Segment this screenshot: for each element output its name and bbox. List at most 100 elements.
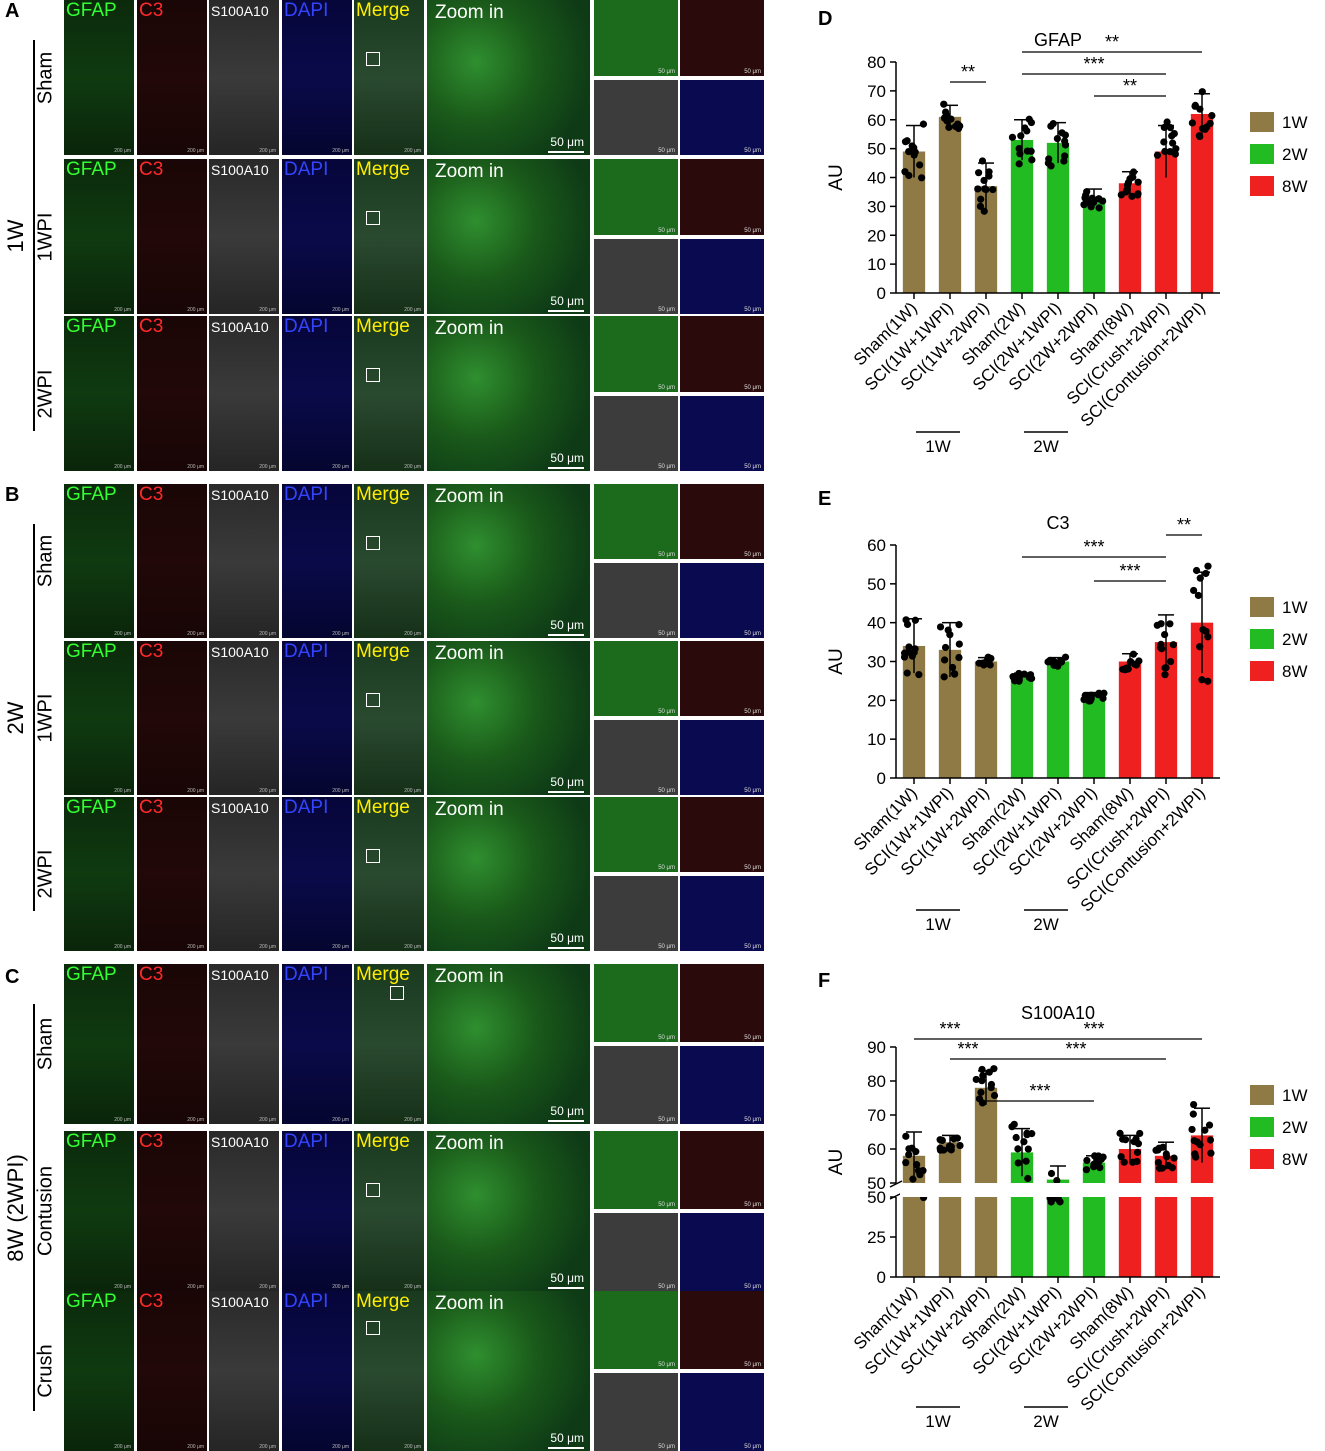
data-point [1020, 1138, 1028, 1146]
quad-scale-label: 50 μm [658, 307, 675, 313]
zoom-scale-label: 50 μm [550, 931, 584, 945]
data-point [1012, 1133, 1020, 1142]
y-tick-label: 20 [867, 691, 886, 710]
data-point [1136, 1129, 1144, 1138]
micrograph-merge: Merge 200 μm [354, 797, 424, 951]
channel-label-merge: Merge [356, 797, 410, 818]
data-point [1095, 1157, 1103, 1165]
scale-label: 200 μm [332, 944, 349, 950]
quad-scale-label: 50 μm [658, 464, 675, 470]
bar [1046, 661, 1070, 778]
scale-label: 200 μm [404, 1444, 421, 1450]
legend-swatch [1250, 176, 1274, 196]
roi-box [366, 368, 380, 382]
quad-scale-label: 50 μm [658, 709, 675, 715]
data-point [1020, 670, 1028, 678]
quad-scale-label: 50 μm [744, 631, 761, 637]
zoom-scale-label: 50 μm [550, 1271, 584, 1285]
scale-label: 200 μm [259, 788, 276, 794]
scale-label: 200 μm [332, 1117, 349, 1123]
data-point [1016, 150, 1024, 158]
micrograph-dapi: DAPI 200 μm [282, 484, 352, 638]
data-point [1206, 1136, 1215, 1144]
scale-label: 200 μm [404, 1117, 421, 1123]
legend-label: 1W [1282, 1086, 1308, 1105]
micrograph-quad-gfap: 50 μm [594, 1131, 678, 1209]
data-point [1202, 569, 1210, 578]
channel-label-c3: C3 [139, 964, 164, 985]
scale-label: 200 μm [259, 464, 276, 470]
micrograph-quad-dapi: 50 μm [680, 720, 764, 795]
roi-box [366, 849, 380, 863]
quad-scale-label: 50 μm [658, 1444, 675, 1450]
bar [902, 151, 926, 293]
data-point [1119, 1135, 1127, 1143]
micrograph-gfap: GFAP 200 μm [64, 0, 134, 155]
data-point [1198, 676, 1206, 684]
significance-label: *** [1083, 54, 1104, 74]
data-point [1190, 1137, 1198, 1145]
micrograph-quad-dapi: 50 μm [680, 395, 764, 471]
data-point [941, 643, 950, 652]
data-point [975, 169, 983, 177]
micrograph-dapi: DAPI 200 μm [282, 964, 352, 1124]
quad-scale-label: 50 μm [744, 1284, 761, 1290]
legend-label: 8W [1282, 177, 1308, 196]
y-tick-label: 0 [877, 769, 886, 788]
micrograph-quad-s100: 50 μm [594, 1213, 678, 1291]
significance-label: *** [1083, 1019, 1104, 1039]
data-point [1192, 566, 1201, 575]
data-point [1204, 677, 1212, 685]
zoom-scale-bar [548, 1120, 584, 1122]
scale-label: 200 μm [114, 1444, 131, 1450]
bar [1154, 642, 1178, 778]
micrograph-gfap: GFAP 200 μm [64, 316, 134, 471]
data-point [914, 1167, 923, 1175]
micrograph-zoom: Zoom in 50 μm [427, 484, 590, 638]
data-point [903, 137, 911, 145]
channel-label-s100: S100A10 [211, 967, 269, 983]
micrograph-c3: C3 200 μm [137, 641, 207, 795]
micrograph-zoom: Zoom in 50 μm [427, 797, 590, 951]
micrograph-quad-c3: 50 μm [680, 484, 764, 559]
roi-box [366, 693, 380, 707]
data-point [1017, 132, 1025, 140]
data-point [941, 114, 949, 122]
micrograph-s100: S100A10 200 μm [209, 316, 279, 471]
channel-label-s100: S100A10 [211, 3, 269, 19]
legend-swatch [1250, 112, 1274, 132]
data-point [945, 123, 953, 131]
data-point [910, 151, 918, 159]
scale-label: 200 μm [259, 944, 276, 950]
micrograph-quad-dapi: 50 μm [680, 79, 764, 155]
channel-label-gfap: GFAP [66, 964, 117, 985]
bar [1154, 151, 1178, 293]
data-point [1169, 139, 1177, 147]
chart-c3: C3AU0102030405060Sham(1W)SCI(1W+1WPI)SCI… [826, 513, 1308, 934]
quad-scale-label: 50 μm [744, 944, 761, 950]
data-point [1152, 1146, 1160, 1154]
zoom-scale-label: 50 μm [550, 1431, 584, 1445]
data-point [1204, 633, 1212, 641]
scale-label: 200 μm [114, 788, 131, 794]
data-point [1129, 168, 1138, 176]
data-point [944, 626, 952, 634]
scale-label: 200 μm [114, 631, 131, 637]
panel-letter-f: F [818, 970, 831, 992]
y-tick-label: 70 [867, 82, 886, 101]
panel-letter-a: A [5, 0, 20, 22]
micrograph-quad-s100: 50 μm [594, 1046, 678, 1124]
data-point [1061, 137, 1069, 145]
bar [974, 186, 998, 293]
scale-label: 200 μm [332, 1284, 349, 1290]
channel-label-dapi: DAPI [284, 0, 329, 21]
micrograph-merge: Merge 200 μm [354, 641, 424, 795]
data-point [900, 649, 909, 657]
data-point [1133, 1148, 1142, 1156]
channel-label-s100: S100A10 [211, 1294, 269, 1310]
legend-label: 2W [1282, 630, 1308, 649]
data-point [1153, 151, 1162, 159]
micrograph-dapi: DAPI 200 μm [282, 641, 352, 795]
data-point [1044, 159, 1052, 167]
micrograph-merge: Merge 200 μm [354, 159, 424, 314]
